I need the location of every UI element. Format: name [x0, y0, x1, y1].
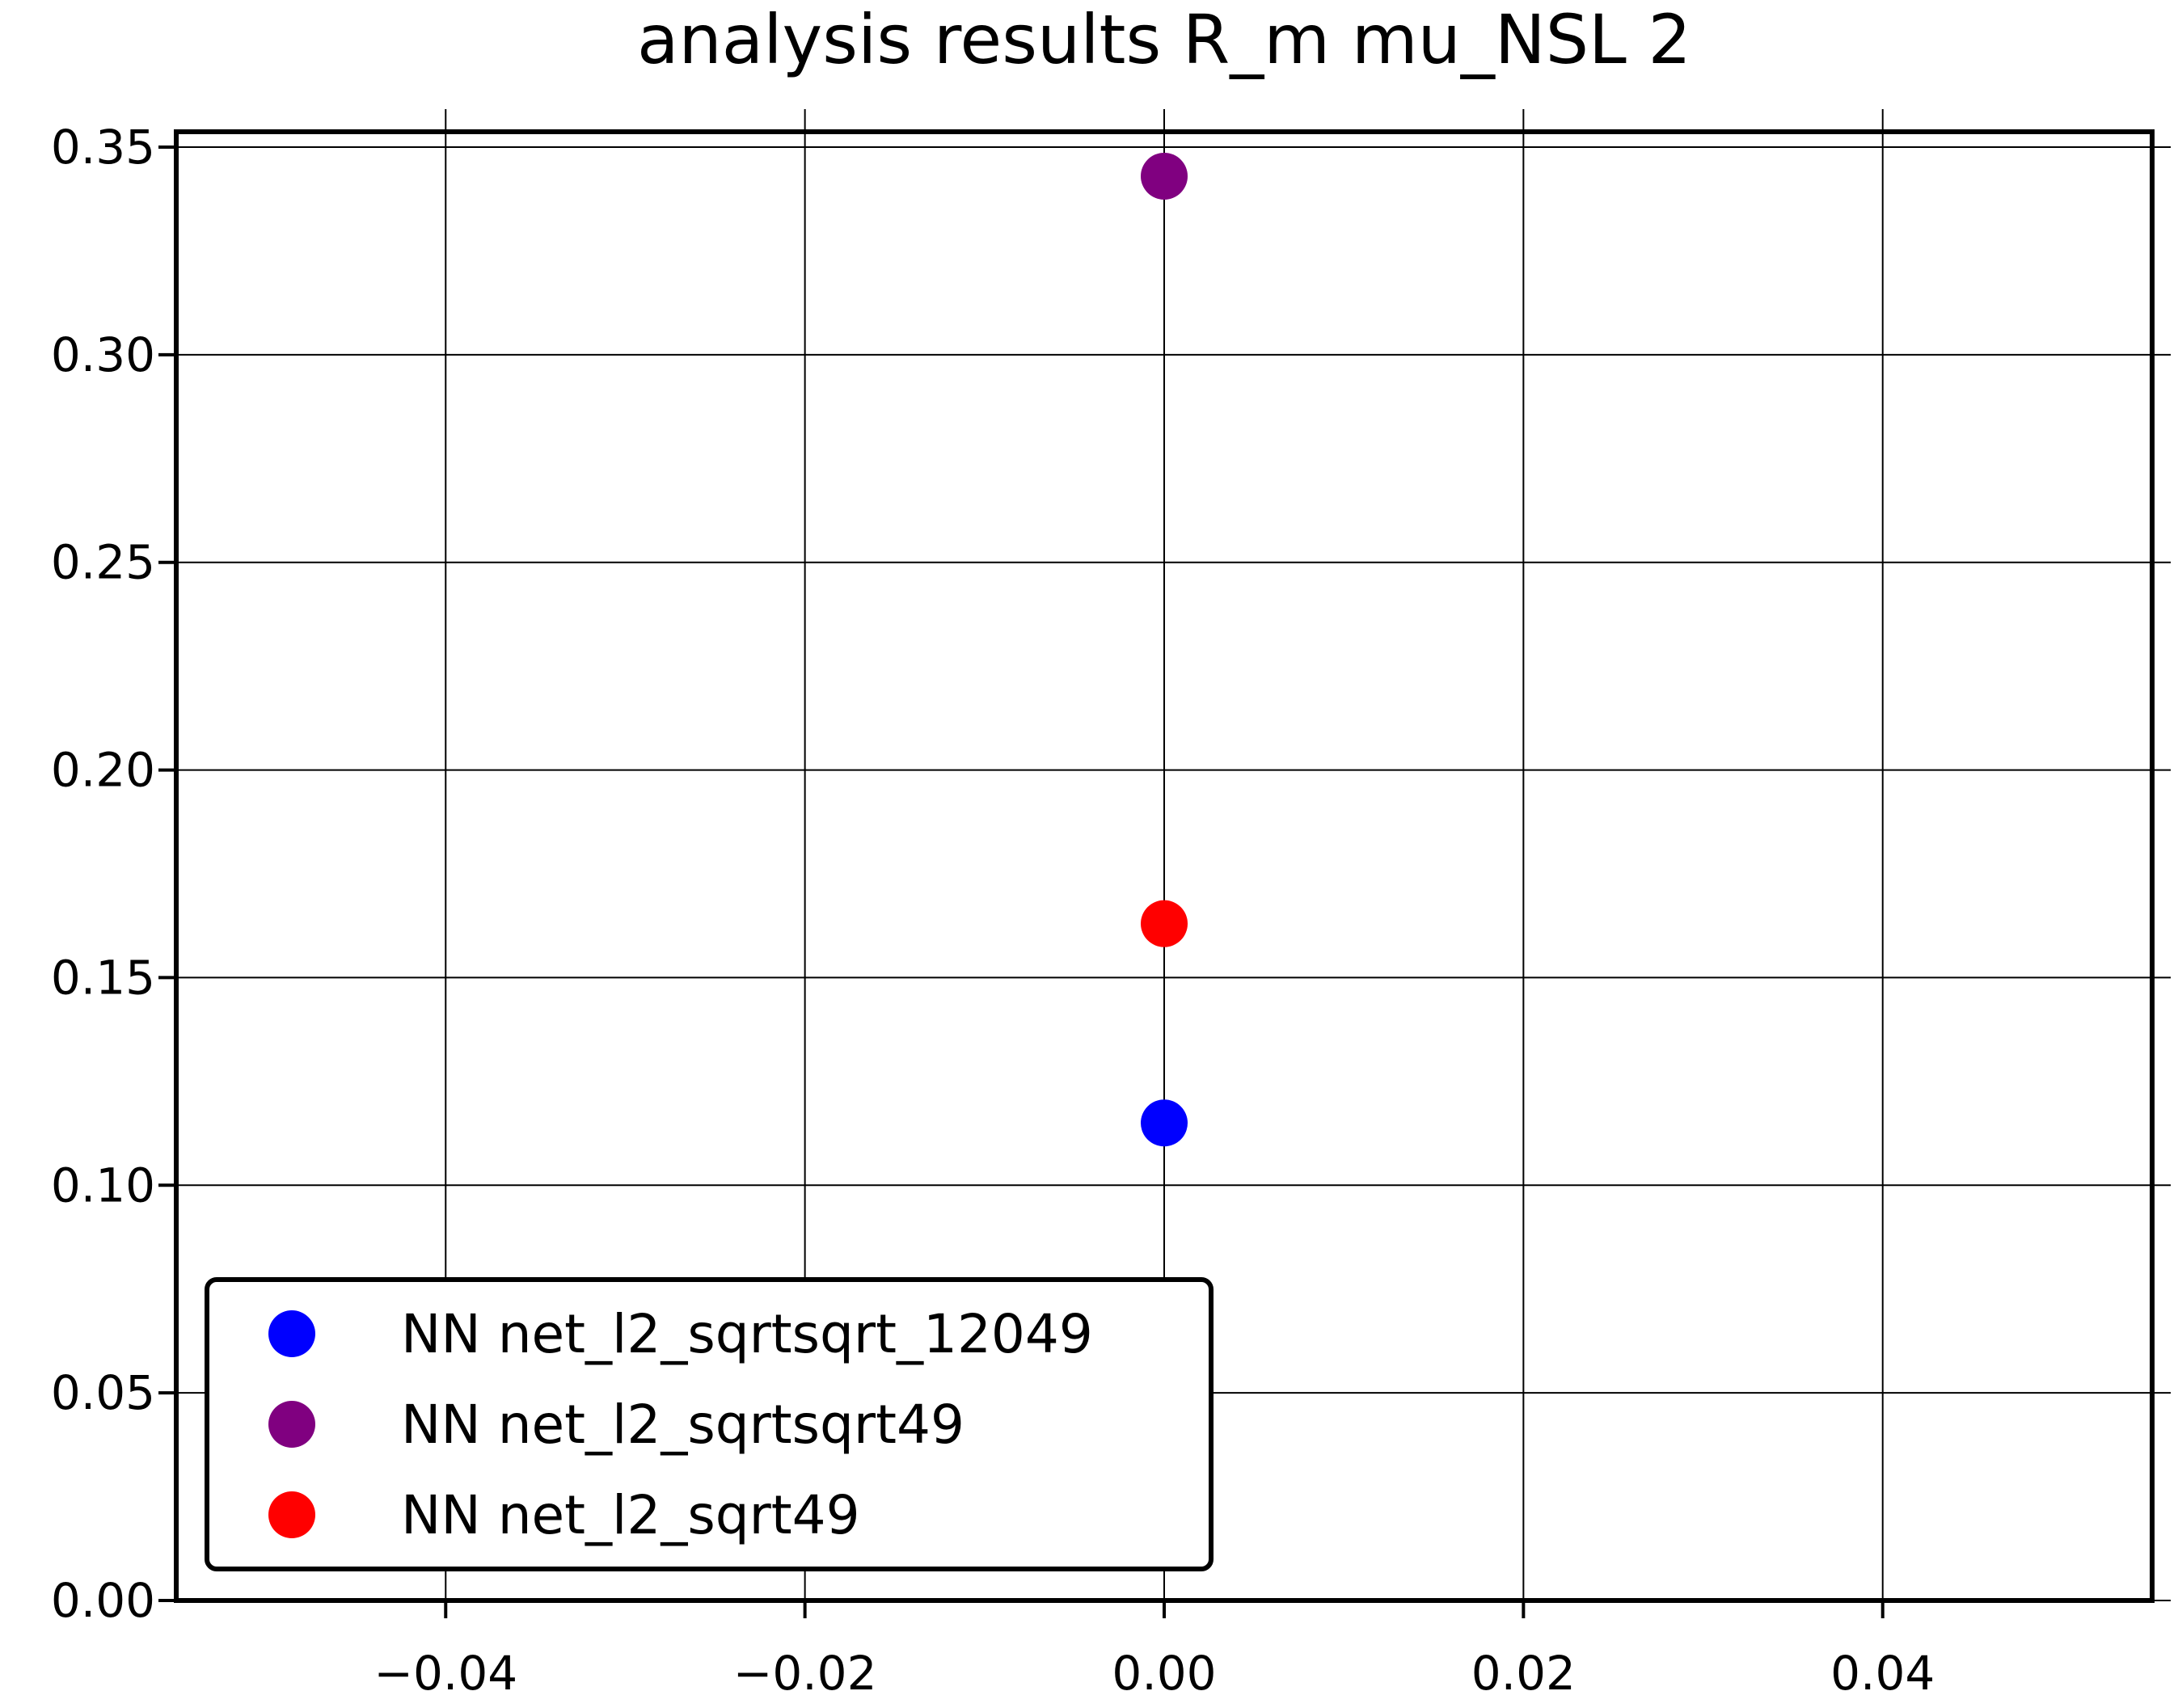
axis-ticks: −0.04 −0.02 0.00 0.02 0.04 0.00 0.05 0.10 0.15 0.…	[51, 120, 1935, 1701]
y-tick-label: 0.35	[51, 120, 155, 175]
data-point	[1141, 900, 1188, 947]
legend-box	[205, 1277, 1214, 1571]
x-tick-label: 0.00	[1112, 1646, 1216, 1701]
legend-marker	[268, 1491, 315, 1538]
data-point	[1141, 152, 1188, 200]
legend-marker	[268, 1401, 315, 1448]
legend: NN net_l2_sqrtsqrt_12049 NN net_l2_sqrtsq…	[205, 1277, 1214, 1571]
y-tick-label: 0.30	[51, 327, 155, 382]
y-tick-label: 0.10	[51, 1158, 155, 1212]
y-tick-label: 0.20	[51, 743, 155, 798]
plot-frame	[174, 129, 2155, 1603]
x-tick-label: 0.02	[1471, 1646, 1576, 1701]
data-points	[1141, 152, 1188, 1147]
data-point	[1141, 1099, 1188, 1147]
x-tick-label: −0.02	[733, 1646, 877, 1701]
y-tick-label: 0.00	[51, 1573, 155, 1628]
y-tick-label: 0.05	[51, 1365, 155, 1420]
legend-marker	[268, 1310, 315, 1357]
y-tick-label: 0.15	[51, 950, 155, 1005]
y-tick-label: 0.25	[51, 535, 155, 590]
x-tick-label: 0.04	[1830, 1646, 1935, 1701]
legend-label: NN net_l2_sqrtsqrt49	[401, 1394, 964, 1456]
chart-title: analysis results R_m mu_NSL 2	[637, 0, 1691, 79]
legend-label: NN net_l2_sqrtsqrt_12049	[401, 1303, 1093, 1365]
grid	[176, 109, 2171, 1601]
legend-label: NN net_l2_sqrt49	[401, 1484, 860, 1546]
x-tick-label: −0.04	[374, 1646, 517, 1701]
